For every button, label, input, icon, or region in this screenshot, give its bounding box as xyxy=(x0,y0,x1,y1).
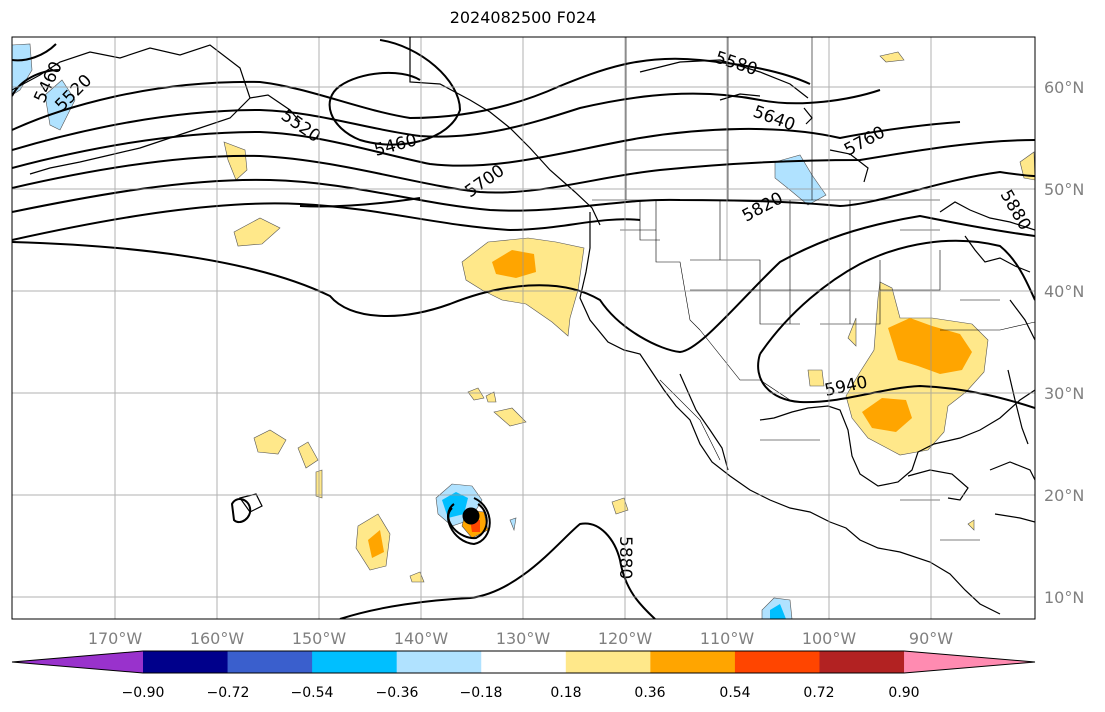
map-title: 2024082500 F024 xyxy=(449,8,597,27)
lat-label: 40°N xyxy=(1044,282,1084,301)
storm-center-marker xyxy=(462,507,480,525)
colorbar-tick-label: −0.18 xyxy=(460,685,503,701)
colorbar-tick-label: −0.72 xyxy=(207,685,250,701)
colorbar-segment xyxy=(312,651,398,673)
colorbar-tick-label: 0.72 xyxy=(803,685,834,701)
colorbar-segment xyxy=(143,651,229,673)
colorbar-tick-label: 0.18 xyxy=(550,685,581,701)
lon-label: 120°W xyxy=(598,629,653,648)
colorbar-tick-label: 0.54 xyxy=(719,685,750,701)
lon-label: 140°W xyxy=(394,629,449,648)
colorbar-tick-label: −0.36 xyxy=(376,685,419,701)
colorbar-segments xyxy=(11,650,1036,674)
lat-label: 50°N xyxy=(1044,180,1084,199)
colorbar-segment xyxy=(565,651,651,673)
lon-label: 130°W xyxy=(496,629,551,648)
colorbar-segment xyxy=(734,651,820,673)
colorbar-tick-label: −0.90 xyxy=(122,685,165,701)
colorbar: −0.90 −0.72 −0.54 −0.36 −0.18 0.18 0.36 … xyxy=(11,650,1036,701)
lon-label: 90°W xyxy=(909,629,953,648)
map-frame xyxy=(11,36,1036,620)
lat-label: 30°N xyxy=(1044,384,1084,403)
colorbar-segment xyxy=(481,651,567,673)
lon-label: 160°W xyxy=(190,629,245,648)
longitude-labels: 170°W 160°W 150°W 140°W 130°W 120°W 110°… xyxy=(88,629,953,648)
colorbar-segment xyxy=(650,651,736,673)
colorbar-tick-label: 0.36 xyxy=(634,685,665,701)
lon-label: 100°W xyxy=(802,629,857,648)
lat-label: 10°N xyxy=(1044,588,1084,607)
colorbar-tick-label: 0.90 xyxy=(888,685,919,701)
lat-label: 60°N xyxy=(1044,78,1084,97)
lon-label: 110°W xyxy=(700,629,755,648)
colorbar-extend-low xyxy=(12,651,143,673)
height-contours xyxy=(12,39,1035,619)
gridlines xyxy=(12,37,1035,619)
colorbar-segment xyxy=(819,651,905,673)
colorbar-extend-high xyxy=(904,651,1035,673)
colorbar-segment xyxy=(227,651,313,673)
lon-label: 170°W xyxy=(88,629,143,648)
lon-label: 150°W xyxy=(292,629,347,648)
colorbar-segment xyxy=(396,651,482,673)
colorbar-tick-label: −0.54 xyxy=(291,685,334,701)
latitude-labels: 60°N 50°N 40°N 30°N 20°N 10°N xyxy=(1044,78,1084,607)
shaded-anomaly-fields xyxy=(12,43,1035,619)
colorbar-outline xyxy=(11,650,1036,674)
colorbar-tick-labels: −0.90 −0.72 −0.54 −0.36 −0.18 0.18 0.36 … xyxy=(122,685,920,701)
lat-label: 20°N xyxy=(1044,486,1084,505)
